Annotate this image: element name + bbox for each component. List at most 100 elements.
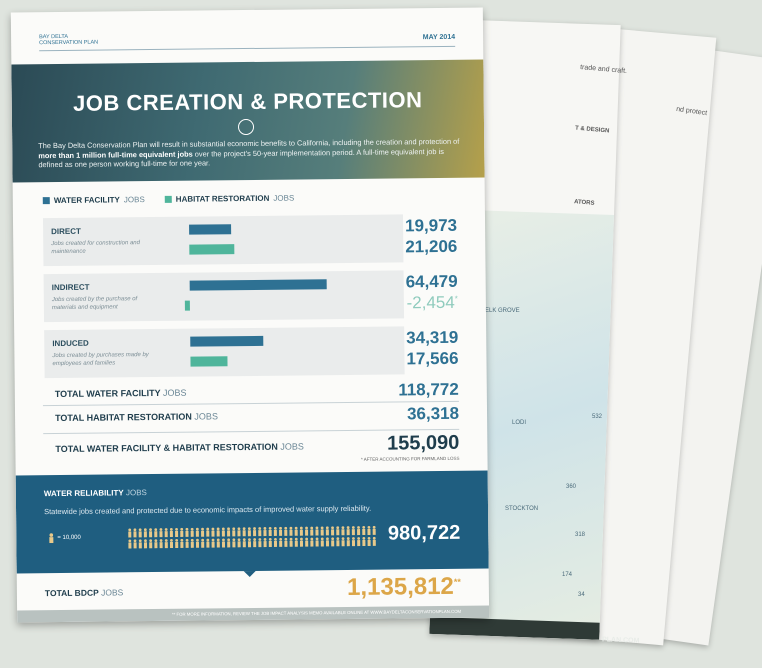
person-icon [357,537,360,546]
total-bdcp-value: 1,135,812** [347,573,461,602]
person-icon [253,527,256,536]
person-icon [264,538,267,547]
person-icon [274,538,277,547]
person-icon [362,537,365,546]
total-bdcp-note: ** [454,577,461,587]
person-icon [310,538,313,547]
person-icon [149,539,152,548]
legend-swatch [165,196,172,203]
icon-legend-text: = 10,000 [57,535,81,541]
person-icon [310,527,313,536]
map-label: 174 [562,572,572,578]
person-icon [321,526,324,535]
bar [189,224,232,234]
value-text: 64,479 [406,272,458,292]
person-icon [128,539,131,548]
person-icon [295,527,298,536]
person-icon [336,537,339,546]
person-icon [373,526,376,535]
total-label: TOTAL WATER FACILITY JOBS [55,388,187,399]
person-icon [347,526,350,535]
org-line: CONSERVATION PLAN [39,40,98,47]
person-icon [258,538,261,547]
person-icon [175,528,178,537]
intro: The Bay Delta Conservation Plan will res… [38,137,464,170]
person-icon [222,527,225,536]
person-icon [154,528,157,537]
person-icon [305,538,308,547]
person-icon [326,537,329,546]
map-label: ELK GROVE [485,308,520,314]
value-text: 21,206 [405,237,457,257]
person-icon [243,538,246,547]
person-icon [217,539,220,548]
reliability-title-bold: WATER RELIABILITY [44,488,124,498]
person-icon [300,538,303,547]
person-icon [128,528,131,537]
person-icon [347,537,350,546]
person-icon [170,539,173,548]
person-icon [321,537,324,546]
category-name: DIRECT [51,227,81,236]
person-icon [232,527,235,536]
person-icon [352,526,355,535]
reliability-value: 980,722 [388,522,461,546]
total-label: TOTAL WATER FACILITY & HABITAT RESTORATI… [55,441,304,454]
person-icon [357,526,360,535]
person-icon [373,537,376,546]
person-icon [274,527,277,536]
person-icon [284,538,287,547]
person-icon [185,528,188,537]
category-name: INDIRECT [52,283,90,292]
person-icon [134,539,137,548]
person-icon [227,538,230,547]
person-icon [331,537,334,546]
total-bdcp-light: JOBS [101,587,123,597]
person-icon [180,539,183,548]
category-description: Jobs created for construction and mainte… [51,239,151,256]
bar [189,244,234,254]
footer-strip: ** FOR MORE INFORMATION, REVIEW THE JOB … [17,606,489,623]
category-description: Jobs created by the purchase of material… [52,295,152,312]
total-value: 36,318 [407,404,459,425]
person-icon [316,537,319,546]
person-icon [165,539,168,548]
person-icon [263,527,266,536]
person-icon [201,539,204,548]
legend-swatch [43,197,50,204]
person-icon [196,528,199,537]
person-icon [238,538,241,547]
total-bold: TOTAL WATER FACILITY [55,388,161,399]
footnote: * AFTER ACCOUNTING FOR FARMLAND LOSS [361,456,460,462]
person-icon [352,537,355,546]
person-icon [290,538,293,547]
icon-legend: = 10,000 [48,533,81,543]
rule [39,46,455,51]
reliability-title-light: JOBS [126,488,147,497]
legend-bold: WATER FACILITY [54,195,120,205]
total-bold: TOTAL WATER FACILITY & HABITAT RESTORATI… [55,442,278,454]
map-label: 318 [575,532,585,538]
person-icon [160,539,163,548]
person-icon [279,538,282,547]
map-label: 360 [566,484,576,490]
title: JOB CREATION & PROTECTION [12,87,484,118]
value-text: -2,454 [406,293,454,313]
totals [11,8,483,13]
person-icon [227,527,230,536]
person-icon [186,539,189,548]
person-icon [326,526,329,535]
person-icon [258,527,261,536]
icon-array [126,526,376,551]
value-label: 17,566 [406,349,458,370]
person-icon [243,527,246,536]
bar [185,301,190,311]
person-icon [144,528,147,537]
footer-text: ** FOR MORE INFORMATION, REVIEW THE JOB … [172,609,461,617]
person-icon [206,539,209,548]
person-icon [253,538,256,547]
person-icon [191,528,194,537]
person-icon [331,526,334,535]
org-name: BAY DELTA CONSERVATION PLAN [39,34,98,47]
person-icon [165,528,168,537]
